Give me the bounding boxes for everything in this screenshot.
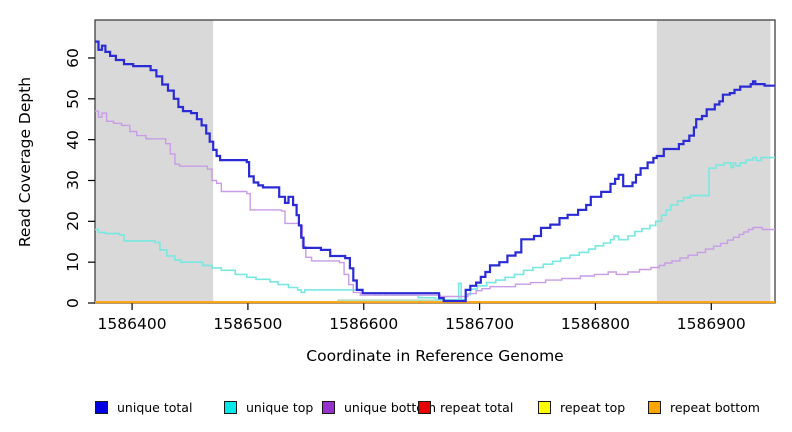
shaded-region xyxy=(95,20,214,303)
x-tick-label: 1586400 xyxy=(97,315,167,333)
legend-swatch-icon xyxy=(322,400,335,414)
x-tick-label: 1586900 xyxy=(676,315,746,333)
legend: unique total unique top unique bottom repea… xyxy=(0,396,792,422)
y-tick-label: 0 xyxy=(64,298,82,308)
legend-label: repeat bottom xyxy=(670,399,760,415)
y-tick-label: 30 xyxy=(64,170,82,191)
y-tick-label: 60 xyxy=(64,48,82,68)
y-tick-label: 10 xyxy=(64,252,82,273)
series-line-unique-total xyxy=(95,40,775,303)
legend-swatch-icon xyxy=(418,400,431,414)
x-tick-label: 1586700 xyxy=(445,315,515,333)
series-line-unique-top xyxy=(95,156,775,302)
legend-label: unique bottom xyxy=(344,399,437,415)
legend-item-repeat-bottom: repeat bottom xyxy=(648,396,760,418)
legend-swatch-icon xyxy=(224,400,237,414)
legend-label: repeat total xyxy=(440,399,514,415)
legend-item-unique-total: unique total xyxy=(95,396,192,418)
legend-swatch-icon xyxy=(538,400,551,414)
x-tick-label: 1586500 xyxy=(213,315,283,333)
x-tick-label: 1586800 xyxy=(560,315,630,333)
legend-item-repeat-top: repeat top xyxy=(538,396,625,418)
y-tick-label: 50 xyxy=(64,88,82,109)
legend-label: unique top xyxy=(246,399,314,415)
legend-item-unique-bottom: unique bottom xyxy=(322,396,436,418)
legend-item-unique-top: unique top xyxy=(224,396,313,418)
legend-swatch-icon xyxy=(95,400,108,414)
x-tick-label: 1586600 xyxy=(329,315,399,333)
legend-label: unique total xyxy=(117,399,193,415)
legend-swatch-icon xyxy=(648,400,661,414)
x-axis-title: Coordinate in Reference Genome xyxy=(306,347,564,365)
shaded-region xyxy=(656,20,771,303)
legend-item-repeat-total: repeat total xyxy=(418,396,513,418)
y-axis-title: Read Coverage Depth xyxy=(16,76,34,248)
y-tick-label: 20 xyxy=(64,211,82,232)
legend-label: repeat top xyxy=(560,399,626,415)
y-tick-label: 40 xyxy=(64,129,82,150)
